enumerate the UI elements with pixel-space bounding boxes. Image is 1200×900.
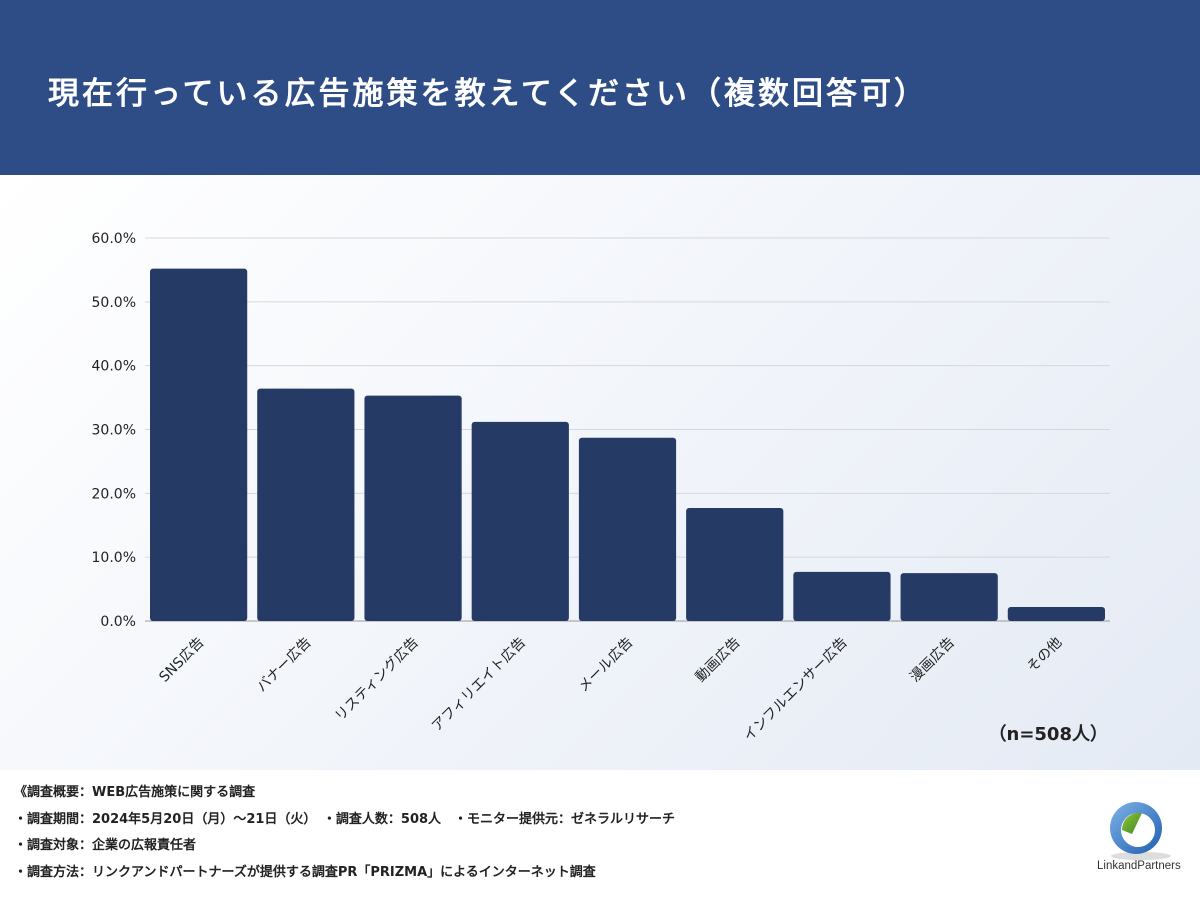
footer-line: ・調査期間：2024年5月20日（月）～21日（火） ・調査人数：508人 ・モ… <box>14 811 676 827</box>
bar <box>257 388 355 621</box>
bar <box>1007 606 1105 621</box>
bar <box>686 508 784 621</box>
bar-chart: 0.0% 10.0% 20.0% 30.0% 40.0% 50.0% 60.0% SNS広告バ… <box>92 231 1110 745</box>
y-tick-label: 50.0% <box>92 295 136 311</box>
x-tick-label: インフルエンサー広告 <box>741 635 851 745</box>
header-banner: 現在行っている広告施策を教えてください（複数回答可） <box>0 0 1200 175</box>
sample-size-note: （n=508人） <box>988 724 1108 745</box>
chart-title: 現在行っている広告施策を教えてください（複数回答可） <box>48 76 928 112</box>
y-tick-label: 20.0% <box>92 486 136 502</box>
x-tick-label: アフィリエイト広告 <box>429 635 529 735</box>
x-tick-label: その他 <box>1024 635 1065 676</box>
x-tick-label: 漫画広告 <box>907 635 958 686</box>
footer-line: ・調査対象：企業の広報責任者 <box>14 838 197 853</box>
logo-text: LinkandPartners <box>1097 860 1181 872</box>
y-tick-label: 60.0% <box>92 231 136 247</box>
bar <box>900 573 998 621</box>
link-and-partners-logo <box>1110 802 1171 860</box>
y-tick-label: 0.0% <box>100 614 136 630</box>
x-tick-label: SNS広告 <box>156 635 207 686</box>
x-tick-label: バナー広告 <box>254 635 315 696</box>
bar <box>793 571 891 621</box>
bar <box>471 421 569 621</box>
footer-line: 《調査概要：WEB広告施策に関する調査 <box>14 785 256 800</box>
footer-line: ・調査方法：リンクアンドパートナーズが提供する調査PR「PRIZMA」によるイン… <box>14 864 596 880</box>
x-tick-label: メール広告 <box>576 635 637 696</box>
survey-summary: 《調査概要：WEB広告施策に関する調査 ・調査期間：2024年5月20日（月）～… <box>14 780 675 886</box>
x-tick-label: 動画広告 <box>693 635 744 686</box>
bar <box>364 395 462 621</box>
y-tick-label: 40.0% <box>92 359 136 375</box>
x-tick-label: リスティング広告 <box>332 635 422 725</box>
y-tick-label: 10.0% <box>92 550 136 566</box>
bar <box>150 268 248 621</box>
bar <box>578 437 677 621</box>
y-tick-label: 30.0% <box>92 423 136 439</box>
